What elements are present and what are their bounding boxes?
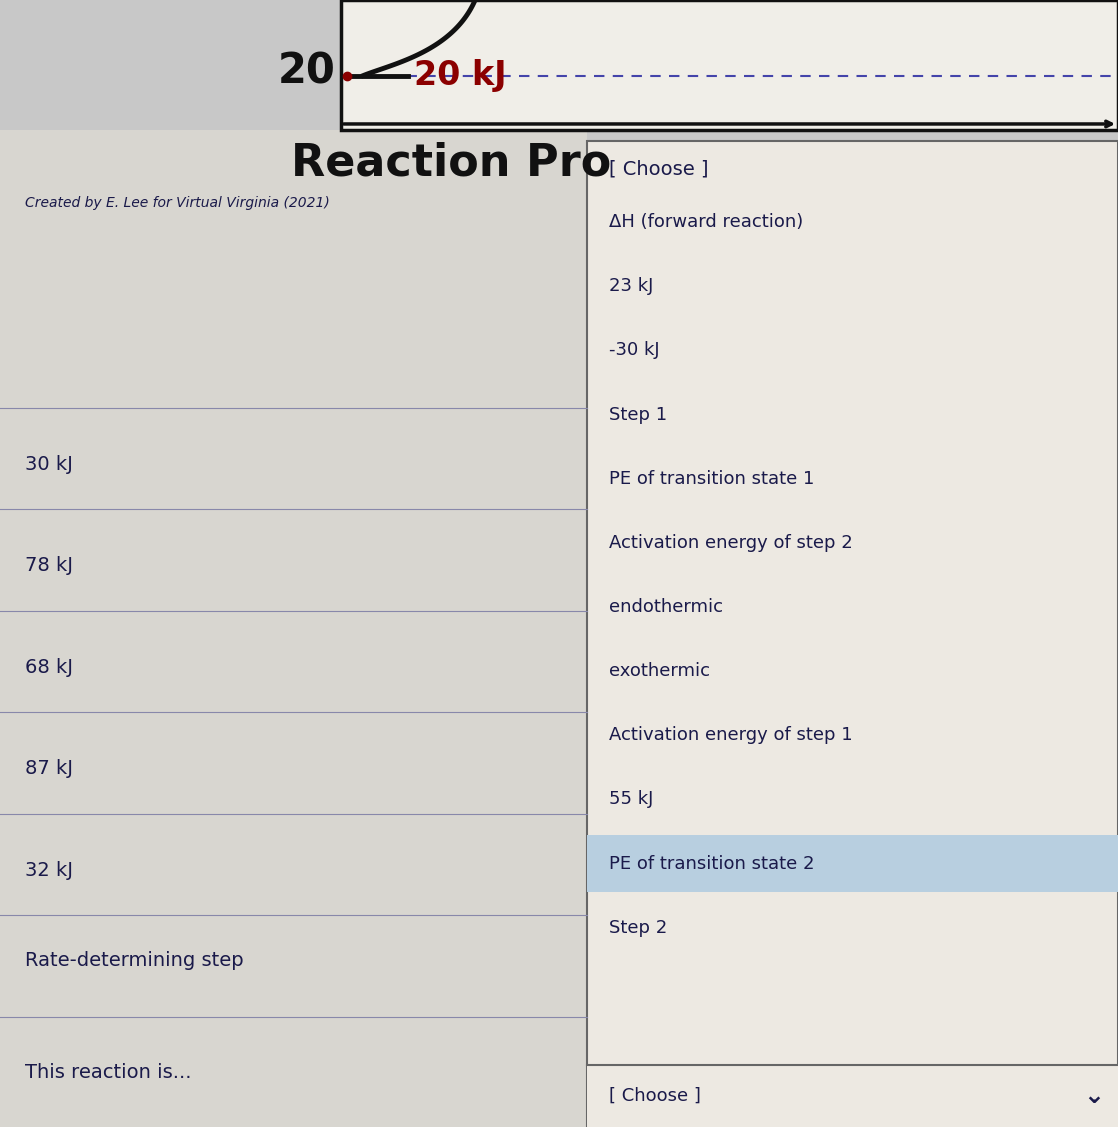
Text: 68 kJ: 68 kJ — [25, 658, 73, 676]
Text: 20: 20 — [277, 50, 335, 92]
Bar — [587, 1065, 1118, 1127]
Bar — [587, 835, 1118, 893]
Text: ΔH (forward reaction): ΔH (forward reaction) — [609, 213, 804, 231]
Text: Rate-determining step: Rate-determining step — [25, 951, 244, 969]
Text: 23 kJ: 23 kJ — [609, 277, 654, 295]
Text: Created by E. Lee for Virtual Virginia (2021): Created by E. Lee for Virtual Virginia (… — [25, 196, 330, 210]
Text: PE of transition state 2: PE of transition state 2 — [609, 854, 815, 872]
Text: ⌄: ⌄ — [1083, 1084, 1103, 1108]
Bar — [341, 0, 1118, 130]
Text: 87 kJ: 87 kJ — [25, 760, 73, 778]
Text: 20 kJ: 20 kJ — [414, 59, 506, 92]
Text: [ Choose ]: [ Choose ] — [609, 160, 709, 178]
Text: Activation energy of step 1: Activation energy of step 1 — [609, 726, 853, 744]
Bar — [0, 130, 587, 1127]
Text: Reaction Pro: Reaction Pro — [291, 142, 610, 185]
Text: Step 1: Step 1 — [609, 406, 667, 424]
Text: 30 kJ: 30 kJ — [25, 455, 73, 473]
Text: 78 kJ: 78 kJ — [25, 557, 73, 575]
Text: 55 kJ: 55 kJ — [609, 790, 654, 808]
Text: Step 2: Step 2 — [609, 919, 667, 937]
Bar — [587, 141, 1118, 1127]
Text: 32 kJ: 32 kJ — [25, 861, 73, 879]
Text: Activation energy of step 2: Activation energy of step 2 — [609, 534, 853, 552]
Text: exothermic: exothermic — [609, 663, 710, 681]
Text: endothermic: endothermic — [609, 598, 723, 616]
Text: -30 kJ: -30 kJ — [609, 341, 660, 360]
Text: PE of transition state 1: PE of transition state 1 — [609, 470, 815, 488]
Text: This reaction is...: This reaction is... — [25, 1064, 191, 1082]
Text: [ Choose ]: [ Choose ] — [609, 1088, 701, 1104]
